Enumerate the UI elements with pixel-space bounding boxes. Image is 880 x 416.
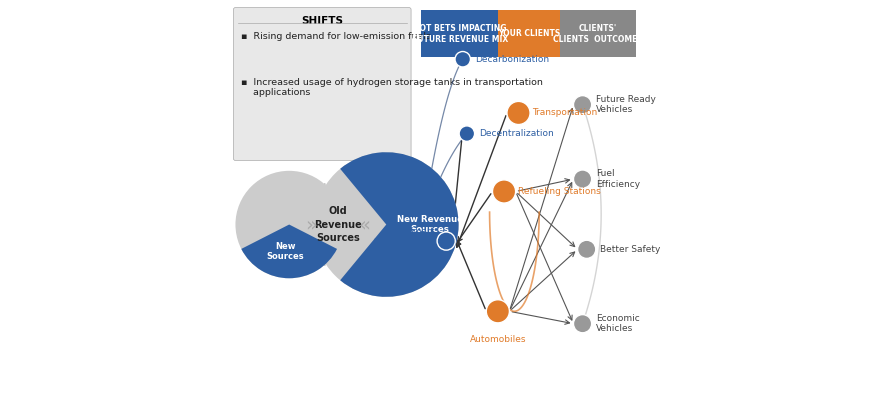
Text: Automobiles: Automobiles [470,335,526,344]
Text: ▪  Rising demand for low-emission fuels: ▪ Rising demand for low-emission fuels [241,32,431,41]
Wedge shape [341,152,458,297]
Text: CLIENTS'
CLIENTS  OUTCOMES: CLIENTS' CLIENTS OUTCOMES [554,24,643,44]
Text: Fuel
Efficiency: Fuel Efficiency [596,169,640,189]
Text: SHIFTS: SHIFTS [301,16,343,26]
Text: New Revenue
Sources: New Revenue Sources [397,215,463,234]
Text: Economic
Vehicles: Economic Vehicles [596,314,640,333]
Bar [560,10,636,57]
Text: Refueling Stations: Refueling Stations [517,187,600,196]
FancyBboxPatch shape [233,7,411,161]
Bar [498,10,560,57]
Text: YOUR CLIENTS: YOUR CLIENTS [498,29,560,38]
Circle shape [314,152,458,297]
Text: Smart
Infrastructure: Smart Infrastructure [373,227,435,247]
Circle shape [493,180,516,203]
Circle shape [459,126,474,141]
Wedge shape [241,225,337,278]
Circle shape [574,170,591,188]
Text: Decentralization: Decentralization [480,129,554,138]
Circle shape [236,171,343,278]
Circle shape [507,102,530,124]
Text: Decarbonization: Decarbonization [475,55,549,64]
Text: New
Sources: New Sources [267,242,304,261]
Circle shape [487,300,510,323]
Circle shape [577,240,596,258]
Text: »: » [304,215,317,234]
Circle shape [437,232,455,250]
Circle shape [574,314,591,333]
Circle shape [574,96,591,114]
Text: Better Safety: Better Safety [600,245,660,254]
Text: Transportation: Transportation [532,109,598,117]
Text: HOT BETS IMPACTING
FUTURE REVENUE MIX: HOT BETS IMPACTING FUTURE REVENUE MIX [412,24,508,44]
Text: ▪  Increased usage of hydrogen storage tanks in transportation
    applications: ▪ Increased usage of hydrogen storage ta… [241,78,543,97]
Bar [422,10,498,57]
Text: Old
Revenue
Sources: Old Revenue Sources [314,206,362,243]
Text: Future Ready
Vehicles: Future Ready Vehicles [596,95,656,114]
Text: «: « [358,215,370,234]
Circle shape [455,52,471,67]
